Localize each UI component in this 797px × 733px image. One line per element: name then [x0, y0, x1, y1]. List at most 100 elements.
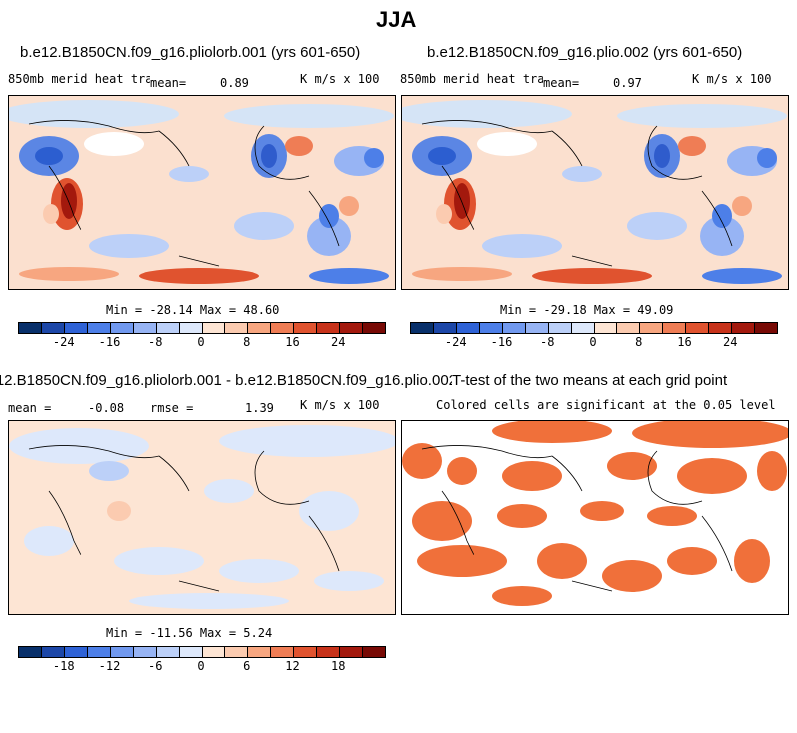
panel2-mean-label: mean=	[543, 76, 580, 90]
colorbar-swatch	[271, 647, 295, 657]
panel3-mean-label: mean =	[8, 401, 52, 415]
panel4-subtitle: Colored cells are significant at the 0.0…	[436, 398, 776, 412]
colorbar-swatch	[19, 647, 42, 657]
colorbar-swatch	[179, 323, 203, 333]
panel3-map	[8, 420, 396, 615]
panel1-units: K m/s x 100	[300, 72, 380, 86]
panel1-variable: 850mb merid heat transp	[8, 72, 175, 86]
colorbar-swatch	[548, 323, 572, 333]
colorbar-swatch	[411, 323, 434, 333]
colorbar-tick-label: 24	[723, 335, 738, 349]
colorbar-swatch	[110, 647, 134, 657]
colorbar-tick-label: 16	[677, 335, 692, 349]
colorbar-swatch	[363, 647, 385, 657]
colorbar-swatch	[41, 647, 65, 657]
colorbar-swatch	[87, 323, 111, 333]
colorbar-swatch	[156, 323, 180, 333]
panel3-rmse-value: 1.39	[245, 401, 274, 415]
panel3-mean-value: -0.08	[88, 401, 125, 415]
panel3-units: K m/s x 100	[300, 398, 380, 412]
colorbar-swatch	[64, 323, 88, 333]
colorbar-swatch	[19, 323, 42, 333]
colorbar-tick-label: -12	[98, 659, 121, 673]
colorbar-swatch	[317, 647, 341, 657]
colorbar-tick-label: -16	[98, 335, 121, 349]
colorbar-swatch	[271, 323, 295, 333]
colorbar-swatch	[755, 323, 777, 333]
colorbar-swatch	[294, 647, 318, 657]
panel3-title-clip: b.e12.B1850CN.f09_g16.pliolorb.001 - b.e…	[0, 372, 452, 392]
panel3-title: b.e12.B1850CN.f09_g16.pliolorb.001 - b.e…	[0, 372, 452, 389]
colorbar-swatch	[363, 323, 385, 333]
panel2-mean-value: 0.97	[613, 76, 642, 90]
colorbar-swatch	[133, 323, 157, 333]
colorbar-tick-label: 8	[243, 335, 251, 349]
colorbar-swatch	[340, 323, 364, 333]
colorbar-swatch	[456, 323, 480, 333]
significance-regions	[402, 421, 788, 606]
colorbar-swatch	[156, 647, 180, 657]
colorbar-swatch	[179, 647, 203, 657]
colorbar-swatch	[133, 647, 157, 657]
colorbar-tick-label: -24	[444, 335, 467, 349]
colorbar-swatch	[225, 647, 249, 657]
colorbar-tick-label: 18	[331, 659, 346, 673]
colorbar-tick-label: -16	[490, 335, 513, 349]
colorbar-swatch	[525, 323, 549, 333]
colorbar-swatch	[617, 323, 641, 333]
colorbar-tick-label: 0	[589, 335, 597, 349]
panel2-title: b.e12.B1850CN.f09_g16.plio.002 (yrs 601-…	[427, 44, 743, 61]
colorbar-swatch	[686, 323, 710, 333]
colorbar-tick-label: 0	[197, 335, 205, 349]
colorbar-tick-label: 16	[285, 335, 300, 349]
colorbar-swatch	[594, 323, 618, 333]
panel3-minmax: Min = -11.56 Max = 5.24	[106, 626, 273, 640]
figure-title: JJA	[376, 7, 417, 32]
colorbar-swatch	[202, 323, 226, 333]
colorbar-swatch	[64, 647, 88, 657]
colorbar-tick-label: 12	[285, 659, 300, 673]
panel1-title: b.e12.B1850CN.f09_g16.pliolorb.001 (yrs …	[20, 44, 361, 61]
colorbar-panel2	[410, 322, 778, 334]
colorbar-swatch	[479, 323, 503, 333]
colorbar-swatch	[709, 323, 733, 333]
colorbar-swatch	[110, 323, 134, 333]
colorbar-swatch	[663, 323, 687, 333]
colorbar-tick-label: 24	[331, 335, 346, 349]
colorbar-swatch	[433, 323, 457, 333]
colorbar-swatch	[225, 323, 249, 333]
panel4-map	[401, 420, 789, 615]
colorbar-panel3	[18, 646, 386, 658]
colorbar-swatch	[87, 647, 111, 657]
colorbar-swatch	[294, 323, 318, 333]
colorbar-swatch	[41, 323, 65, 333]
colorbar-swatch	[732, 323, 756, 333]
panel4-title: T-test of the two means at each grid poi…	[452, 372, 728, 389]
panel2-units: K m/s x 100	[692, 72, 772, 86]
colorbar-tick-label: -6	[148, 659, 163, 673]
colorbar-tick-label: -24	[52, 335, 75, 349]
panel3-rmse-label: rmse =	[150, 401, 194, 415]
colorbar-swatch	[571, 323, 595, 333]
colorbar-swatch	[317, 323, 341, 333]
panel1-mean-label: mean=	[150, 76, 187, 90]
colorbar-tick-label: -8	[540, 335, 555, 349]
colorbar-swatch	[202, 647, 226, 657]
panel2-map	[401, 95, 789, 290]
colorbar-tick-label: -8	[148, 335, 163, 349]
colorbar-swatch	[248, 647, 272, 657]
panel1-mean-value: 0.89	[220, 76, 249, 90]
colorbar-swatch	[340, 647, 364, 657]
colorbar-swatch	[502, 323, 526, 333]
panel1-minmax: Min = -28.14 Max = 48.60	[106, 303, 280, 317]
panel2-minmax: Min = -29.18 Max = 49.09	[500, 303, 674, 317]
colorbar-tick-label: -18	[52, 659, 75, 673]
colorbar-tick-label: 6	[243, 659, 251, 673]
panel1-map	[8, 95, 396, 290]
colorbar-swatch	[248, 323, 272, 333]
colorbar-tick-label: 0	[197, 659, 205, 673]
colorbar-tick-label: 8	[635, 335, 643, 349]
colorbar-swatch	[640, 323, 664, 333]
panel2-variable: 850mb merid heat transp	[400, 72, 567, 86]
colorbar-panel1	[18, 322, 386, 334]
